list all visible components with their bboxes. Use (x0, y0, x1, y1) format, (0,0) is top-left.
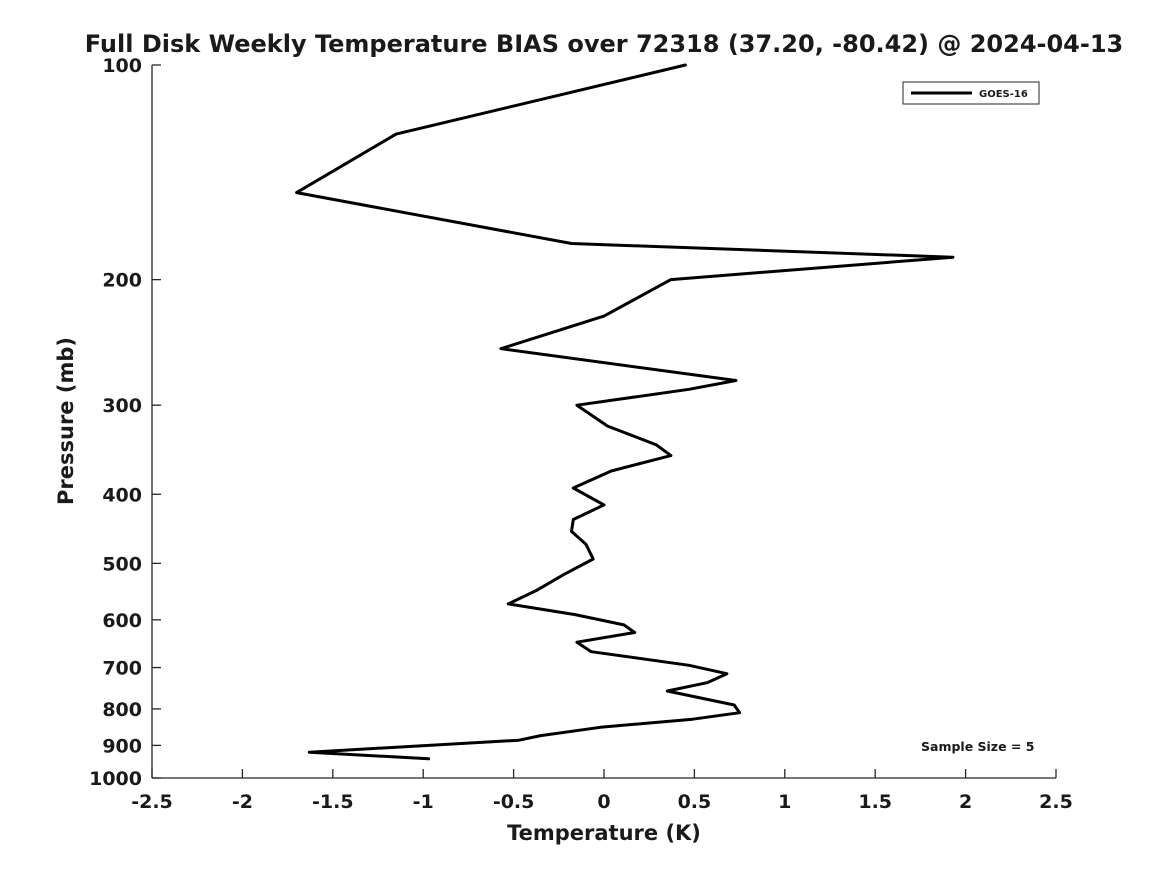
y-tick-label: 700 (102, 658, 142, 680)
x-tick-label: 1 (778, 791, 791, 813)
x-tick-label: -0.5 (493, 791, 535, 813)
chart-title: Full Disk Weekly Temperature BIAS over 7… (85, 30, 1124, 58)
series-line-goes16 (295, 63, 955, 761)
y-tick-label: 300 (102, 395, 142, 417)
x-ticks: -2.5 -2 -1.5 -1 -0.5 0 0.5 1 1.5 2 2.5 (131, 769, 1073, 813)
x-axis-label: Temperature (K) (507, 821, 701, 845)
sample-size-annotation: Sample Size = 5 (921, 739, 1034, 754)
x-tick-label: -2.5 (131, 791, 173, 813)
x-tick-label: -1 (413, 791, 434, 813)
x-tick-label: 0 (597, 791, 610, 813)
y-tick-label: 800 (102, 699, 142, 721)
y-tick-label: 900 (102, 735, 142, 757)
y-tick-label: 200 (102, 270, 142, 292)
x-tick-label: 2 (959, 791, 972, 813)
x-tick-label: 1.5 (858, 791, 892, 813)
y-tick-label: 400 (102, 484, 142, 506)
legend: GOES-16 (902, 81, 1040, 105)
x-tick-label: 0.5 (678, 791, 712, 813)
y-ticks: 100 200 300 400 500 600 700 800 900 1000 (89, 55, 161, 790)
y-axis-label: Pressure (mb) (54, 337, 78, 505)
x-tick-label: 2.5 (1039, 791, 1073, 813)
y-tick-label: 100 (102, 55, 142, 77)
y-tick-label: 500 (102, 553, 142, 575)
x-tick-label: -2 (232, 791, 253, 813)
y-tick-label: 600 (102, 610, 142, 632)
y-tick-label: 1000 (89, 768, 142, 790)
x-tick-label: -1.5 (312, 791, 354, 813)
axes (151, 65, 1056, 779)
legend-label: GOES-16 (979, 89, 1028, 100)
